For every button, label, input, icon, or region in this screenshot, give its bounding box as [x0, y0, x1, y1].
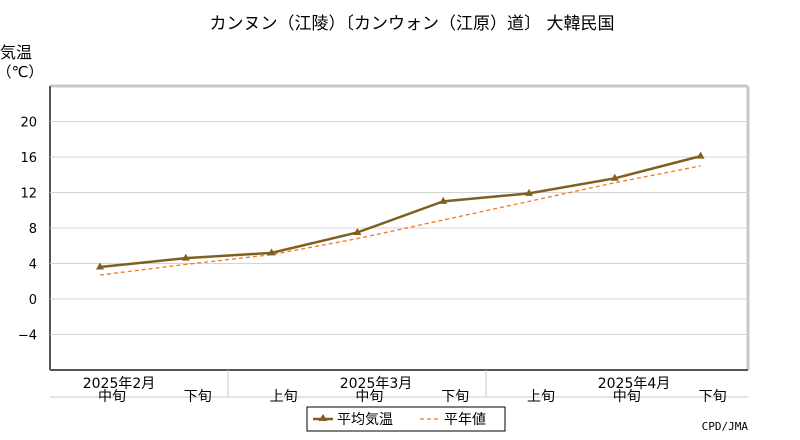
legend-label-normal: 平年値: [444, 412, 486, 428]
data-point-mean: [181, 253, 190, 261]
data-point-mean: [696, 151, 705, 159]
y-tick-label: 12: [20, 187, 37, 202]
credit-label: CPD/JMA: [702, 420, 749, 433]
x-tick-label: 中旬: [355, 389, 383, 405]
data-point-mean: [353, 227, 362, 235]
data-point-mean: [525, 188, 533, 196]
series-line-normal: [99, 165, 701, 276]
data-point-mean: [267, 248, 276, 256]
y-tick-label: 20: [20, 116, 37, 131]
data-point-mean: [439, 196, 448, 204]
legend-box: [306, 406, 506, 432]
y-axis-label: 気温: [0, 43, 32, 62]
x-tick-label: 中旬: [613, 389, 641, 405]
data-point-mean: [96, 262, 104, 270]
x-tick-label: 下旬: [699, 389, 727, 405]
legend-marker-mean: [318, 414, 328, 421]
x-tick-label: 中旬: [98, 389, 126, 405]
series-layer: [96, 151, 705, 276]
x-tick-label: 下旬: [184, 389, 212, 405]
y-tick-labels: 20 16 12 8 4 0 −4: [18, 116, 37, 344]
gridlines: [50, 121, 748, 335]
x-tick-label: 上旬: [270, 389, 298, 405]
legend: 平均気温 平年値: [306, 406, 506, 432]
legend-label-mean: 平均気温: [337, 412, 393, 428]
x-month-label: 2025年3月: [340, 376, 413, 392]
x-month-label: 2025年2月: [83, 376, 156, 392]
y-tick-label: 16: [20, 151, 37, 166]
x-tick-label: 上旬: [527, 389, 555, 405]
x-month-label: 2025年4月: [598, 376, 671, 392]
y-tick-label: 0: [29, 293, 37, 308]
y-tick-label: 4: [29, 258, 37, 273]
y-axis-unit: （℃）: [0, 63, 43, 81]
x-tick-label: 下旬: [441, 389, 469, 405]
y-tick-label: 8: [29, 222, 37, 237]
chart-title: カンヌン（江陵）〔カンウォン（江原）道〕 大韓民国: [210, 14, 615, 34]
y-tick-label: −4: [18, 329, 37, 344]
data-point-mean: [610, 173, 619, 181]
series-line-mean: [99, 154, 701, 269]
